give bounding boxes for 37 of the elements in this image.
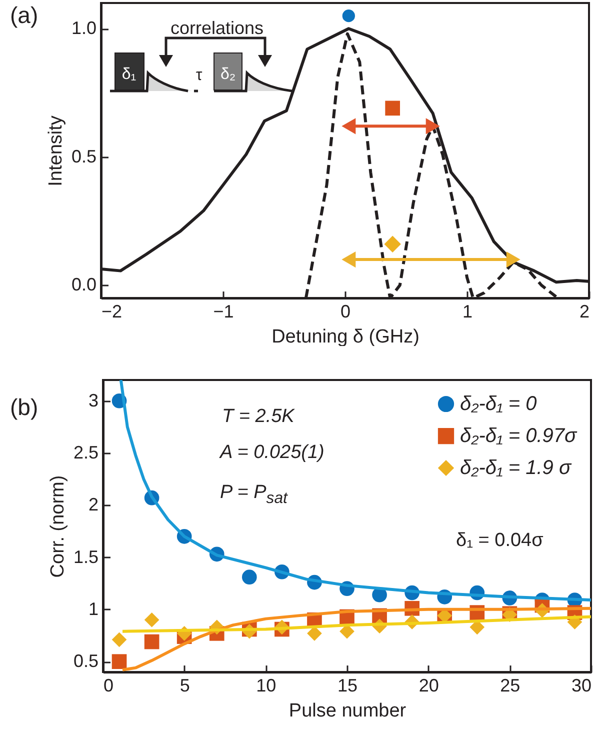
x-tick-label: 1: [462, 302, 473, 322]
x-tick-label: 0: [104, 676, 114, 696]
x-tick-label: 5: [180, 676, 190, 696]
annotation: τ: [196, 67, 203, 84]
y-tick-label: 0.0: [71, 274, 96, 295]
x-tick-label: 0: [340, 302, 351, 322]
y-tick-label: 1.5: [73, 546, 98, 567]
y-tick-label: 2: [88, 494, 98, 515]
annotation: δ₂: [220, 66, 236, 83]
annotation: A = 0.025(1): [220, 442, 324, 464]
annotation: δ₁: [122, 66, 136, 83]
x-tick-label: 10: [256, 676, 276, 696]
x-tick-label: 25: [500, 676, 520, 696]
y-tick-label: 2.5: [73, 442, 98, 462]
x-tick-label: −1: [213, 302, 234, 322]
legend-label: δ₂-δ₁ = 1.9 σ: [460, 457, 572, 479]
annotation: δ₁ = 0.04σ: [456, 530, 544, 552]
y-axis-title: Intensity: [45, 115, 66, 186]
y-axis-title: Corr. (norm): [47, 475, 68, 578]
annotation: T = 2.5K: [222, 406, 294, 428]
y-tick-label: 1: [88, 598, 98, 619]
y-tick-label: 3: [88, 390, 98, 410]
text: (b): [10, 394, 38, 421]
x-tick-label: −2: [102, 302, 122, 322]
annotation: correlations: [170, 18, 264, 38]
y-tick-label: 0.5: [73, 651, 98, 672]
x-tick-label: 20: [418, 676, 439, 696]
y-tick-label: 1.0: [71, 18, 96, 38]
x-tick-label: 30: [571, 676, 592, 696]
legend-label: δ₂-δ₁ = 0.97σ: [460, 425, 578, 447]
x-tick-label: 15: [337, 676, 358, 696]
legend-label: δ₂-δ₁ = 0: [460, 393, 537, 415]
x-tick-label: 2: [579, 302, 590, 322]
chart-title: (a): [10, 2, 38, 29]
x-axis-title: Pulse number: [288, 700, 407, 722]
y-tick-label: 0.5: [71, 146, 96, 166]
annotation: P = P$_{sat}$: [220, 482, 288, 508]
